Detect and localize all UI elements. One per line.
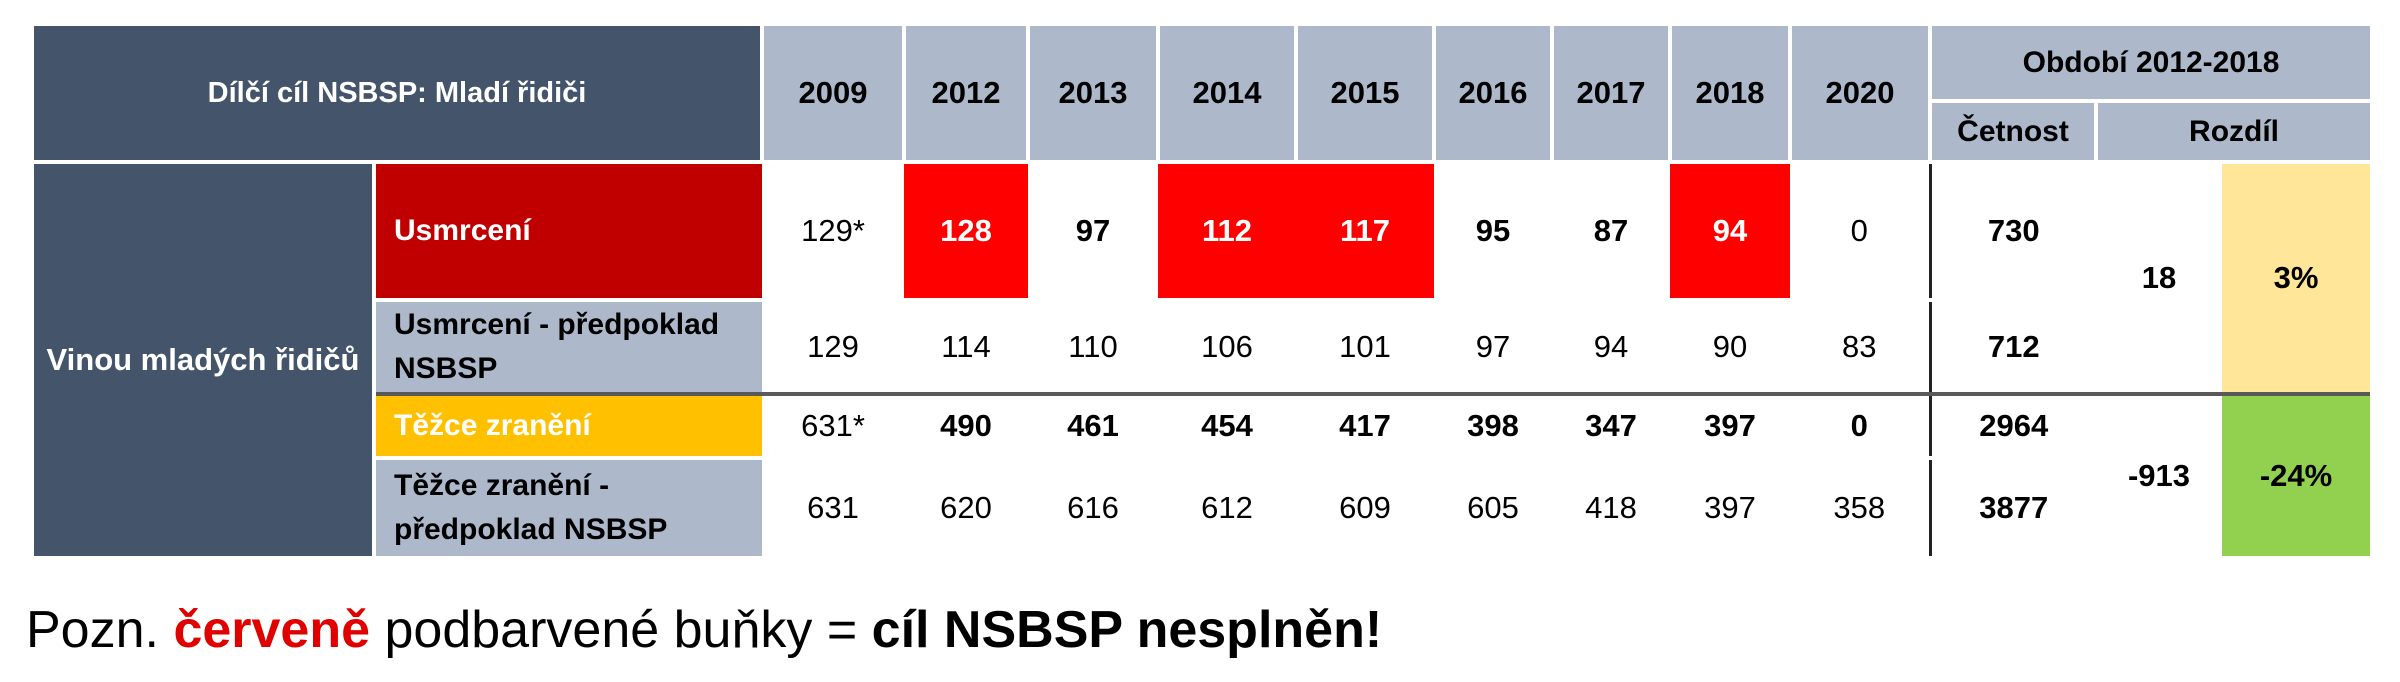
nsbsp-young-drivers-table: Dílčí cíl NSBSP: Mladí řidiči 2009 2012 … [34,26,2371,556]
frequency-cell: 712 [1928,298,2097,394]
killed-difference-percent: 3% [2222,160,2371,394]
table-cell: 87 [1552,160,1671,301]
table-cell: 90 [1670,298,1791,394]
year-header-2009: 2009 [762,26,907,163]
table-cell: 631* [762,391,905,459]
footnote: Pozn. červeně podbarvené buňky = cíl NSB… [26,598,1382,662]
table-cell: 609 [1296,456,1435,556]
year-header-2015: 2015 [1296,26,1437,163]
table-cell-unmet: 112 [1158,160,1297,301]
table-cell: 616 [1028,456,1159,556]
table-cell: 97 [1028,160,1159,301]
year-header-2014: 2014 [1158,26,1299,163]
frequency-cell: 3877 [1928,456,2097,556]
table-cell: 83 [1790,298,1931,394]
table-cell: 418 [1552,456,1671,556]
row-label-injured: Těžce zranění [374,391,763,459]
table-cell: 631 [762,456,905,556]
frequency-cell: 730 [1928,160,2097,301]
table-cell: 114 [904,298,1029,394]
table-cell: 95 [1434,160,1553,301]
table-cell: 0 [1790,160,1931,301]
frequency-header: Četnost [1930,101,2099,163]
table-cell: 347 [1552,391,1671,459]
year-header-2016: 2016 [1434,26,1555,163]
injured-difference: -913 [2096,391,2223,556]
footnote-prefix: Pozn. [26,601,159,659]
footnote-red-word: červeně [173,601,371,659]
difference-header: Rozdíl [2096,101,2371,163]
year-header-2017: 2017 [1552,26,1673,163]
year-header-2018: 2018 [1670,26,1793,163]
table-cell: 398 [1434,391,1553,459]
table-cell: 417 [1296,391,1435,459]
table-cell: 397 [1670,391,1791,459]
table-cell: 358 [1790,456,1931,556]
table-cell: 94 [1552,298,1671,394]
row-label-killed-target: Usmrcení - předpoklad NSBSP [374,298,763,394]
table-cell: 620 [904,456,1029,556]
footnote-middle: podbarvené buňky = [384,601,858,659]
table-cell: 97 [1434,298,1553,394]
table-cell: 490 [904,391,1029,459]
table-cell: 605 [1434,456,1553,556]
killed-difference: 18 [2096,160,2223,394]
table-cell: 110 [1028,298,1159,394]
period-header: Období 2012-2018 [1930,26,2371,104]
year-header-2013: 2013 [1028,26,1161,163]
table-cell-unmet: 128 [904,160,1029,301]
table-cell: 397 [1670,456,1791,556]
row-label-injured-target: Těžce zranění - předpoklad NSBSP [374,456,763,556]
table-cell: 612 [1158,456,1297,556]
row-label-killed: Usmrcení [374,160,763,301]
injured-difference-percent: -24% [2222,391,2371,556]
group-label: Vinou mladých řidičů [34,160,376,556]
table-title: Dílčí cíl NSBSP: Mladí řidiči [34,26,765,163]
table-cell: 106 [1158,298,1297,394]
table-cell: 461 [1028,391,1159,459]
year-header-2012: 2012 [904,26,1031,163]
frequency-cell: 2964 [1928,391,2097,459]
year-header-2020: 2020 [1790,26,1933,163]
table-cell: 0 [1790,391,1931,459]
table-cell: 101 [1296,298,1435,394]
table-cell: 129 [762,298,905,394]
table-cell: 129* [762,160,905,301]
table-cell: 454 [1158,391,1297,459]
table-cell-unmet: 94 [1670,160,1791,301]
footnote-conclusion: cíl NSBSP nesplněn! [871,601,1383,659]
table-cell-unmet: 117 [1296,160,1435,301]
